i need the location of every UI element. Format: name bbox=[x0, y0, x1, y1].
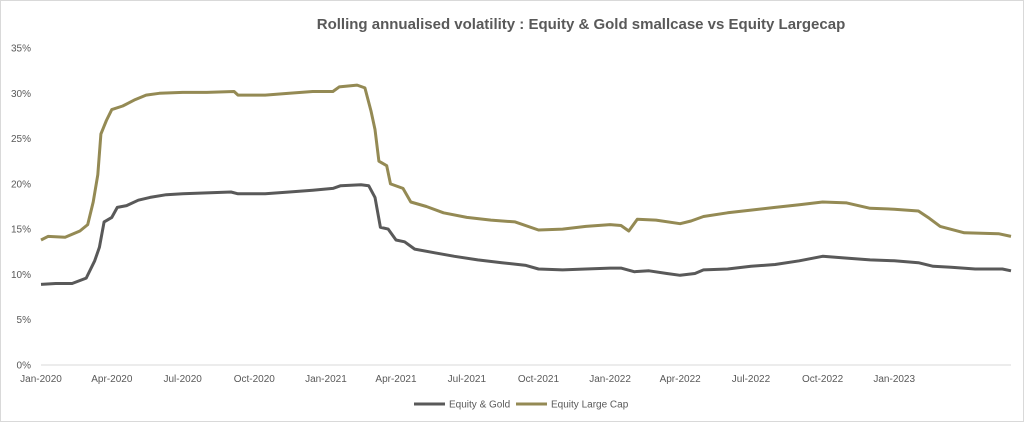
legend-label: Equity & Gold bbox=[449, 400, 510, 411]
x-tick-label: Jul-2021 bbox=[448, 374, 487, 385]
x-tick-label: Jan-2021 bbox=[305, 374, 347, 385]
y-axis-ticks: 0% 5% 10% 15% 20% 25% 30% 35% bbox=[11, 44, 31, 372]
y-tick-label: 0% bbox=[17, 361, 32, 372]
x-tick-label: Jul-2020 bbox=[164, 374, 203, 385]
series-line-equity-gold bbox=[40, 183, 1012, 286]
x-tick-label: Oct-2020 bbox=[234, 374, 276, 385]
x-tick-label: Jan-2022 bbox=[589, 374, 631, 385]
x-tick-label: Jan-2020 bbox=[20, 374, 62, 385]
series-line-equity-large-cap bbox=[40, 83, 1012, 242]
chart-title: Rolling annualised volatility : Equity &… bbox=[317, 16, 845, 33]
x-tick-label: Oct-2022 bbox=[802, 374, 844, 385]
x-tick-label: Oct-2021 bbox=[518, 374, 560, 385]
y-tick-label: 15% bbox=[11, 225, 31, 236]
legend: Equity & Gold Equity Large Cap bbox=[414, 400, 629, 411]
y-tick-label: 35% bbox=[11, 44, 31, 55]
series-group bbox=[40, 83, 1012, 286]
y-tick-label: 10% bbox=[11, 270, 31, 281]
x-axis: Jan-2020 Apr-2020 Jul-2020 Oct-2020 Jan-2021… bbox=[20, 364, 1011, 385]
y-tick-label: 30% bbox=[11, 89, 31, 100]
x-tick-label: Jul-2022 bbox=[732, 374, 771, 385]
legend-label: Equity Large Cap bbox=[551, 400, 629, 411]
x-tick-label: Jan-2023 bbox=[873, 374, 915, 385]
y-tick-label: 5% bbox=[17, 315, 32, 326]
x-tick-label: Apr-2020 bbox=[91, 374, 133, 385]
x-tick-label: Apr-2021 bbox=[375, 374, 417, 385]
y-tick-label: 25% bbox=[11, 134, 31, 145]
x-tick-label: Apr-2022 bbox=[660, 374, 702, 385]
y-tick-label: 20% bbox=[11, 179, 31, 190]
